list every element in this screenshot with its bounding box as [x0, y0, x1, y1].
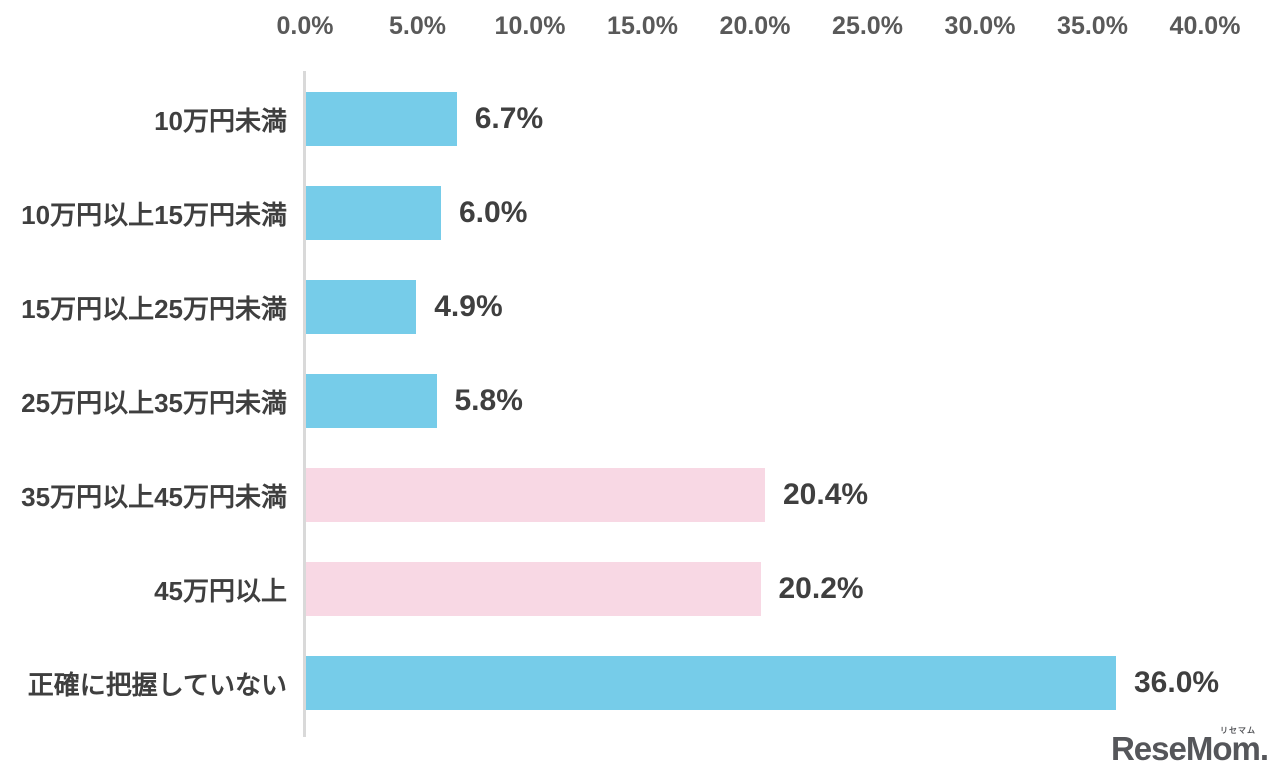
bar	[306, 562, 761, 616]
category-label: 35万円以上45万円未満	[21, 481, 287, 512]
x-axis-tick-label: 15.0%	[607, 12, 678, 40]
bar-row: 正確に把握していない 36.0%	[0, 636, 1280, 730]
category-label: 15万円以上25万円未満	[21, 293, 287, 324]
category-label: 10万円以上15万円未満	[21, 199, 287, 230]
bar	[306, 280, 417, 334]
bar	[306, 186, 441, 240]
category-label: 10万円未満	[154, 105, 287, 136]
bar-row: 10万円未満 6.7%	[0, 72, 1280, 166]
category-label: 45万円以上	[154, 575, 287, 606]
value-label: 4.9%	[434, 290, 503, 323]
value-label: 6.0%	[459, 196, 528, 229]
bar	[306, 656, 1116, 710]
x-axis-tick-label: 0.0%	[276, 12, 334, 40]
y-axis-line	[303, 71, 306, 737]
bar	[306, 374, 437, 428]
x-axis-tick-label: 10.0%	[494, 12, 566, 40]
value-label: 36.0%	[1134, 666, 1220, 699]
logo-ruby-text: リセマム	[1220, 726, 1256, 735]
bar-row: 10万円以上15万円未満 6.0%	[0, 166, 1280, 260]
x-axis-tick-label: 25.0%	[832, 12, 903, 40]
bar-row: 45万円以上 20.2%	[0, 542, 1280, 636]
x-axis-tick-label: 20.0%	[719, 12, 791, 40]
x-axis-tick-label: 35.0%	[1057, 12, 1128, 40]
x-axis-tick-label: 30.0%	[944, 12, 1016, 40]
value-label: 6.7%	[474, 102, 544, 135]
category-label: 正確に把握していない	[27, 669, 287, 700]
bar-row: 25万円以上35万円未満 5.8%	[0, 354, 1280, 448]
logo-text: ReseMom.	[1110, 730, 1269, 767]
bar-row: 15万円以上25万円未満 4.9%	[0, 260, 1280, 354]
x-axis-tick-label: 40.0%	[1169, 12, 1241, 40]
resemom-logo: リセマム ReseMom.	[1110, 726, 1269, 767]
category-label: 25万円以上35万円未満	[21, 387, 287, 418]
bar	[306, 468, 765, 522]
value-label: 20.2%	[778, 572, 864, 605]
x-axis-top: 0.0% 5.0% 10.0% 15.0% 20.0% 25.0% 30.0% 35.0% 40…	[0, 12, 1280, 50]
bar	[306, 92, 457, 146]
x-axis-tick-label: 5.0%	[389, 12, 446, 40]
bar-row: 35万円以上45万円未満 20.4%	[0, 448, 1280, 542]
value-label: 20.4%	[783, 478, 869, 511]
value-label: 5.8%	[454, 384, 523, 417]
